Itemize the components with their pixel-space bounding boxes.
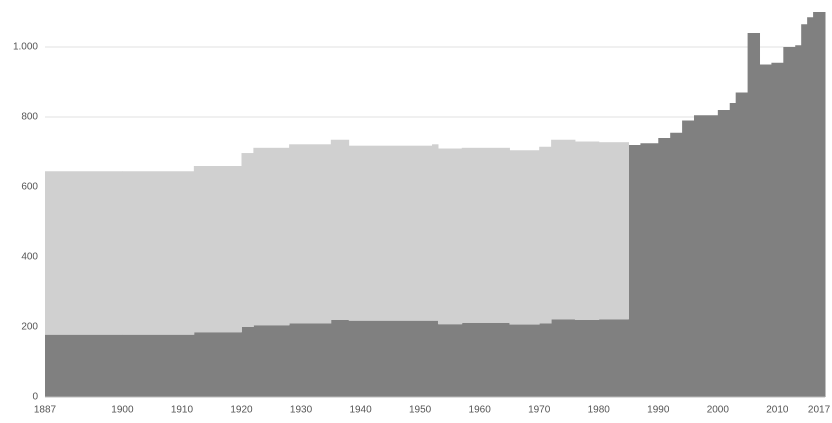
x-tick-label: 1950 bbox=[409, 405, 432, 416]
step-segment bbox=[461, 147, 510, 323]
x-tick-label: 2010 bbox=[766, 405, 789, 416]
x-tick-label: 1940 bbox=[349, 405, 372, 416]
y-tick-label: 1.000 bbox=[13, 42, 38, 53]
step-segment bbox=[795, 45, 802, 397]
x-tick-label: 2000 bbox=[707, 405, 730, 416]
step-segment bbox=[574, 320, 600, 397]
step-segment bbox=[437, 324, 463, 397]
step-segment bbox=[509, 150, 540, 325]
y-tick-label: 600 bbox=[21, 182, 38, 193]
step-segment bbox=[348, 320, 433, 397]
y-tick-label: 0 bbox=[32, 392, 38, 403]
x-tick-label: 1990 bbox=[647, 405, 670, 416]
step-segment bbox=[670, 132, 683, 397]
step-segment bbox=[253, 325, 290, 397]
step-segment bbox=[783, 47, 796, 397]
step-segment bbox=[193, 332, 242, 397]
step-segment bbox=[509, 324, 540, 397]
step-segment bbox=[640, 143, 659, 397]
step-segment bbox=[771, 62, 784, 397]
x-tick-label: 2017 bbox=[808, 405, 831, 416]
step-segment bbox=[658, 138, 671, 397]
step-segment bbox=[628, 145, 641, 397]
step-segment bbox=[241, 153, 254, 327]
step-segment bbox=[598, 142, 630, 320]
step-segment bbox=[348, 145, 433, 321]
step-segment bbox=[432, 320, 439, 397]
step-segment bbox=[694, 115, 719, 397]
x-tick-label: 1920 bbox=[230, 405, 253, 416]
step-segment bbox=[735, 92, 749, 397]
x-tick-label: 1970 bbox=[528, 405, 551, 416]
step-segment bbox=[330, 139, 350, 320]
x-tick-label: 1900 bbox=[111, 405, 134, 416]
step-segment bbox=[801, 24, 808, 397]
step-segment bbox=[682, 120, 695, 397]
step-segment bbox=[461, 322, 510, 397]
y-tick-label: 800 bbox=[21, 112, 38, 123]
step-segment bbox=[253, 147, 290, 326]
step-segment bbox=[813, 12, 820, 397]
step-segment bbox=[289, 323, 332, 397]
step-segment bbox=[574, 141, 600, 320]
y-tick-label: 400 bbox=[21, 252, 38, 263]
step-segment bbox=[598, 319, 630, 397]
step-segment bbox=[539, 146, 552, 324]
step-segment bbox=[819, 12, 826, 397]
step-segment bbox=[747, 33, 761, 397]
step-segment bbox=[539, 323, 552, 397]
x-tick-label: 1980 bbox=[588, 405, 611, 416]
step-segment bbox=[193, 166, 242, 333]
x-tick-label: 1930 bbox=[290, 405, 313, 416]
step-segment bbox=[729, 103, 737, 397]
step-segment bbox=[122, 171, 195, 335]
x-tick-label: 1960 bbox=[469, 405, 492, 416]
step-segment bbox=[289, 144, 332, 324]
step-segment bbox=[330, 320, 350, 397]
x-tick-label: 1910 bbox=[171, 405, 194, 416]
step-segment bbox=[45, 171, 123, 335]
step-segment bbox=[432, 144, 439, 321]
step-segment bbox=[551, 319, 576, 397]
step-segment bbox=[241, 327, 254, 397]
step-segment bbox=[717, 110, 731, 397]
step-segment bbox=[551, 139, 576, 320]
step-segment bbox=[807, 17, 814, 397]
y-tick-label: 200 bbox=[21, 322, 38, 333]
step-segment bbox=[122, 334, 195, 397]
step-segment bbox=[759, 64, 772, 397]
x-tick-label: 1887 bbox=[34, 405, 57, 416]
step-segment bbox=[45, 334, 123, 397]
step-segment bbox=[437, 148, 463, 325]
